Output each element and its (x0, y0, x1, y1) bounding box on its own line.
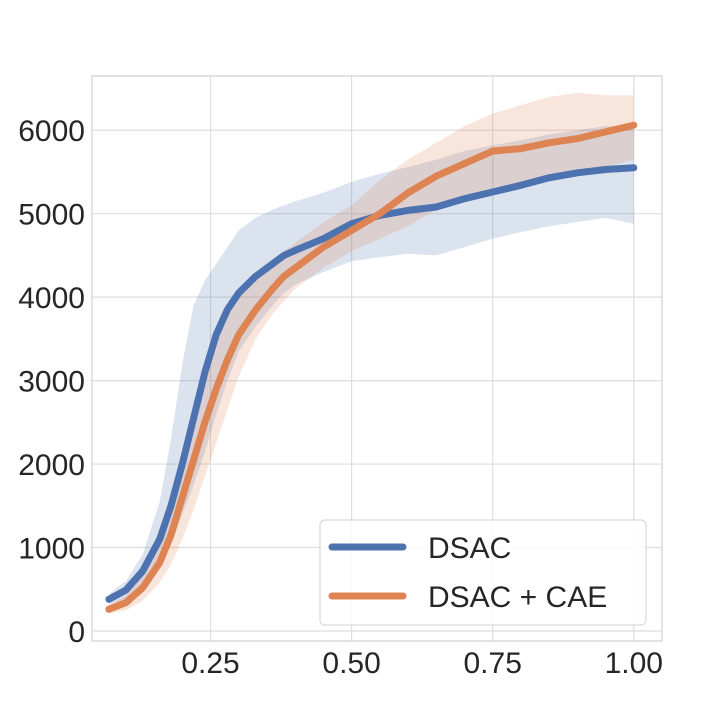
y-tick-label: 1000 (18, 533, 85, 566)
y-tick-label: 2000 (18, 449, 85, 482)
line-dsac (105, 164, 638, 603)
band-dsac (108, 126, 634, 605)
y-tick-label: 4000 (18, 282, 85, 315)
x-tick-label: 0.75 (463, 647, 521, 680)
y-tick-label: 0 (68, 616, 85, 649)
y-axis: 0 1000 2000 3000 4000 5000 6000 (18, 115, 85, 649)
y-tick-label: 6000 (18, 115, 85, 148)
y-tick-label: 3000 (18, 366, 85, 399)
legend-label-dsac-cae: DSAC + CAE (428, 581, 607, 614)
x-axis: 0.25 0.50 0.75 1.00 (181, 647, 663, 680)
x-tick-label: 0.25 (181, 647, 239, 680)
legend-label-dsac: DSAC (428, 532, 511, 565)
gridlines (92, 76, 662, 641)
x-tick-label: 0.50 (322, 647, 380, 680)
x-tick-label: 1.00 (605, 647, 663, 680)
line-dsac-cae (105, 121, 638, 613)
legend: DSAC DSAC + CAE (319, 519, 647, 626)
series-lines (105, 121, 638, 613)
y-tick-label: 5000 (18, 199, 85, 232)
